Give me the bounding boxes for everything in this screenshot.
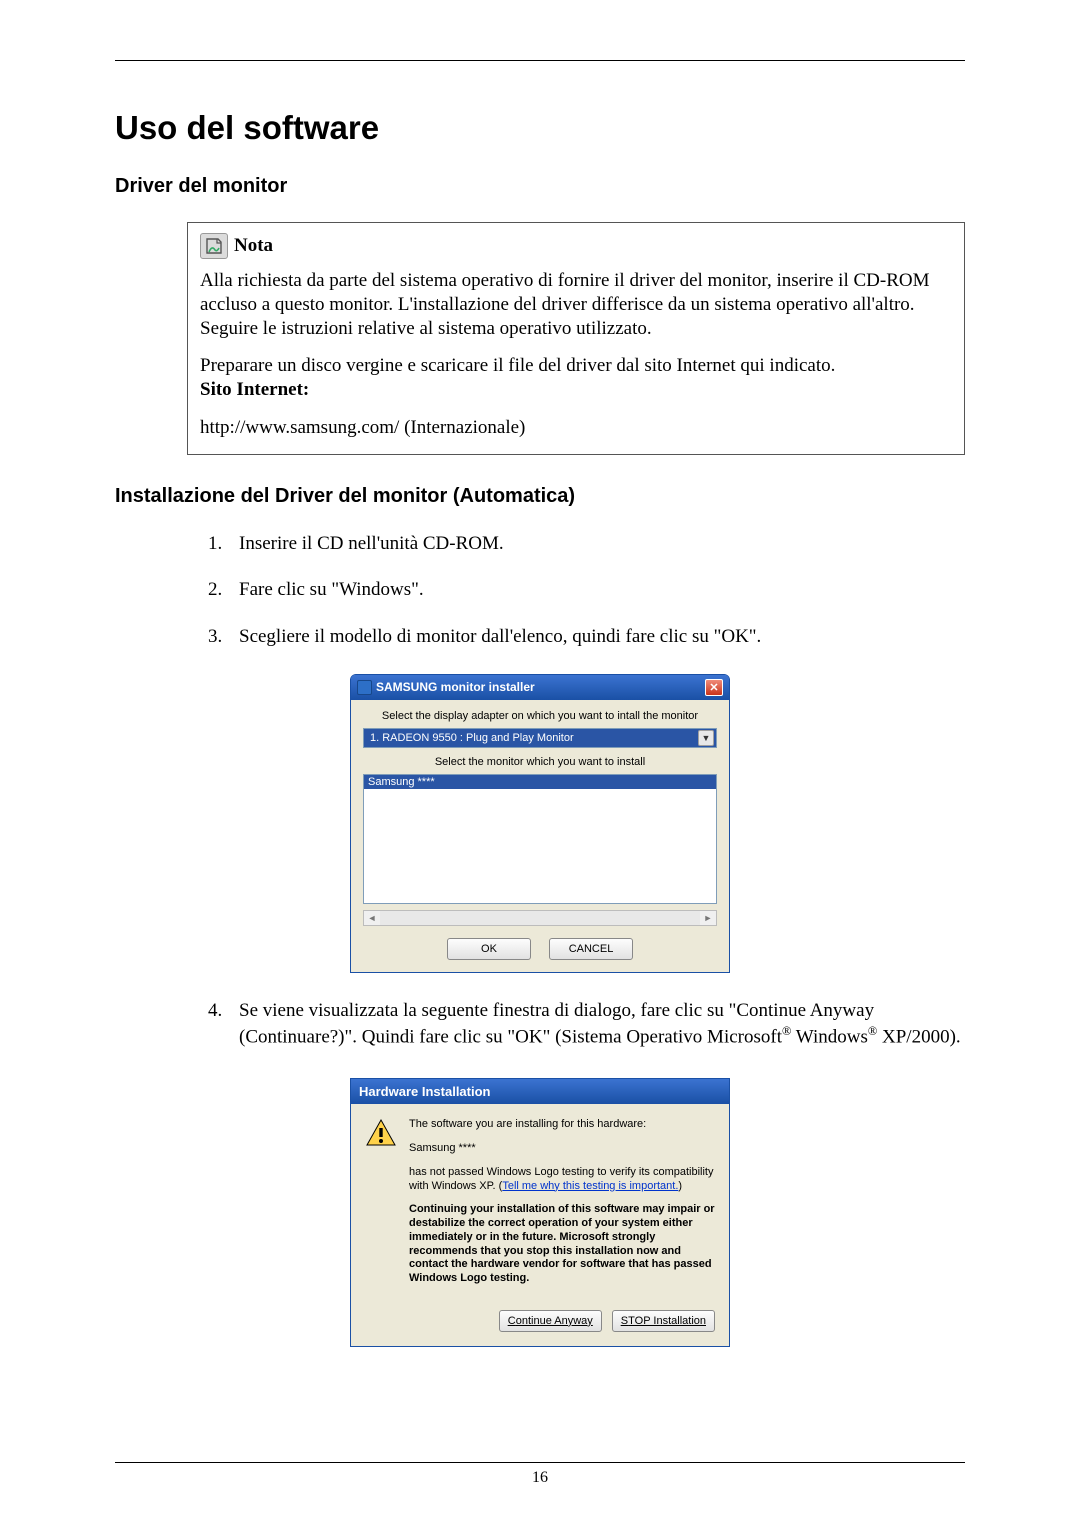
hw-p1: The software you are installing for this…: [409, 1118, 715, 1132]
stop-button[interactable]: STOP Installation: [612, 1310, 715, 1332]
installer-titlebar: SAMSUNG monitor installer ✕: [351, 675, 729, 700]
site-label: Sito Internet:: [200, 379, 309, 400]
ordered-steps: Inserire il CD nell'unità CD-ROM. Fare c…: [227, 532, 965, 650]
hw-p2: Samsung ****: [409, 1142, 715, 1156]
section-heading-install: Installazione del Driver del monitor (Au…: [115, 485, 965, 508]
monitor-listbox[interactable]: Samsung ****: [363, 774, 717, 904]
hw-p3b: ): [678, 1180, 682, 1192]
step-4b: Windows: [791, 1027, 867, 1048]
stop-text: TOP Installation: [628, 1315, 706, 1327]
ordered-steps-cont: Se viene visualizzata la seguente finest…: [227, 999, 965, 1051]
app-icon: [357, 680, 372, 695]
horizontal-scrollbar[interactable]: ◄ ►: [363, 910, 717, 926]
registered-2: ®: [868, 1024, 877, 1038]
page-title: Uso del software: [115, 109, 965, 147]
step-3: Scegliere il modello di monitor dall'ele…: [227, 625, 965, 650]
cancel-button[interactable]: CANCEL: [549, 938, 633, 960]
note-icon: [200, 233, 228, 259]
hardware-dialog: Hardware Installation The software you a…: [350, 1078, 730, 1347]
top-rule: [115, 60, 965, 61]
note-header: Nota: [200, 233, 952, 259]
adapter-combo-value: 1. RADEON 9550 : Plug and Play Monitor: [370, 732, 574, 744]
hw-link[interactable]: Tell me why this testing is important.: [502, 1180, 678, 1192]
chevron-down-icon: ▼: [698, 730, 714, 746]
hw-p4: Continuing your installation of this sof…: [409, 1203, 715, 1286]
section-heading-driver: Driver del monitor: [115, 175, 965, 198]
adapter-combo[interactable]: 1. RADEON 9550 : Plug and Play Monitor ▼: [363, 728, 717, 748]
warning-icon: [365, 1118, 397, 1148]
close-button[interactable]: ✕: [705, 679, 723, 696]
note-box: Nota Alla richiesta da parte del sistema…: [187, 222, 965, 455]
installer-title: SAMSUNG monitor installer: [376, 680, 535, 694]
bottom-rule: [115, 1462, 965, 1463]
installer-dialog: SAMSUNG monitor installer ✕ Select the d…: [350, 674, 730, 973]
continue-text: ontinue Anyway: [516, 1315, 593, 1327]
note-para2-text: Preparare un disco vergine e scaricare i…: [200, 355, 835, 376]
step-4: Se viene visualizzata la seguente finest…: [227, 999, 965, 1051]
scroll-right-icon[interactable]: ►: [700, 911, 716, 925]
step-2: Fare clic su "Windows".: [227, 578, 965, 603]
hardware-titlebar: Hardware Installation: [351, 1079, 729, 1104]
note-site-url: http://www.samsung.com/ (Internazionale): [200, 416, 952, 440]
hardware-text: The software you are installing for this…: [409, 1118, 715, 1296]
installer-line1: Select the display adapter on which you …: [363, 710, 717, 722]
step-4a: Se viene visualizzata la seguente finest…: [239, 1000, 874, 1048]
note-paragraph-1: Alla richiesta da parte del sistema oper…: [200, 269, 952, 340]
note-label: Nota: [234, 235, 273, 257]
scroll-left-icon[interactable]: ◄: [364, 911, 380, 925]
hw-p3: has not passed Windows Logo testing to v…: [409, 1166, 715, 1194]
ok-button[interactable]: OK: [447, 938, 531, 960]
continue-button[interactable]: Continue Anyway: [499, 1310, 602, 1332]
note-paragraph-2: Preparare un disco vergine e scaricare i…: [200, 354, 952, 402]
list-item[interactable]: Samsung ****: [364, 775, 716, 789]
step-1: Inserire il CD nell'unità CD-ROM.: [227, 532, 965, 557]
installer-line2: Select the monitor which you want to ins…: [363, 756, 717, 768]
page-number: 16: [115, 1469, 965, 1487]
registered-1: ®: [782, 1024, 791, 1038]
step-4c: XP/2000).: [877, 1027, 960, 1048]
